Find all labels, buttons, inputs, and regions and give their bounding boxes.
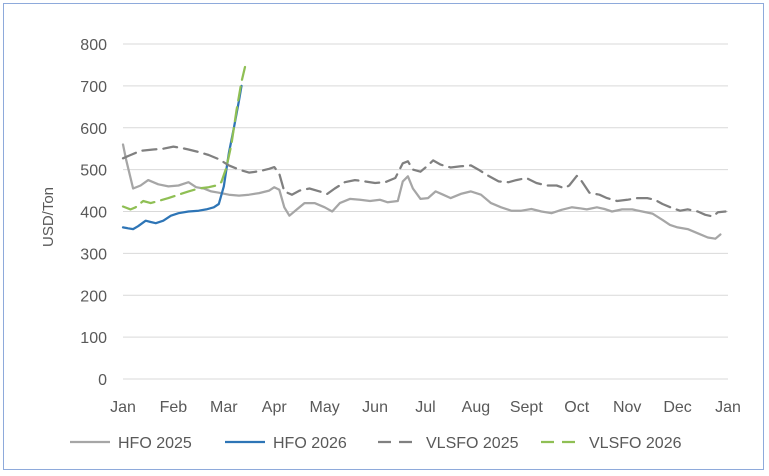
x-tick-label: Jun [362, 399, 388, 416]
x-tick-label: Jan [715, 399, 741, 416]
chart-frame: 0 100 200 300 400 500 600 700 800 Jan Feb Mar Apr Ma… [3, 3, 764, 470]
y-axis-ticks: 0 100 200 300 400 500 600 700 800 [80, 37, 107, 389]
x-tick-label: Nov [613, 399, 641, 416]
y-tick-label: 500 [80, 163, 107, 180]
x-tick-label: Dec [663, 399, 691, 416]
legend-label: VLSFO 2026 [589, 435, 682, 452]
x-axis-ticks: Jan Feb Mar Apr May Jun Jul Aug Sept Oct Nov Dec Jan [110, 399, 741, 416]
x-tick-label: Aug [462, 399, 490, 416]
y-tick-label: 100 [80, 330, 107, 347]
x-tick-label: Sept [510, 399, 543, 416]
legend-label: HFO 2026 [273, 435, 347, 452]
legend: HFO 2025 HFO 2026 VLSFO 2025 VLSFO 2026 [70, 435, 682, 452]
legend-label: HFO 2025 [118, 435, 192, 452]
y-tick-label: 200 [80, 288, 107, 305]
series-line-hfo-2026 [121, 84, 243, 231]
series-lines [121, 65, 727, 240]
x-tick-label: Jul [415, 399, 435, 416]
y-axis-title: USD/Ton [40, 187, 57, 247]
series-line-hfo-2025 [121, 143, 722, 240]
series-line-vlsfo-2025 [121, 145, 727, 218]
x-tick-label: Mar [210, 399, 238, 416]
gridlines [123, 43, 728, 380]
y-tick-label: 700 [80, 79, 107, 96]
x-tick-label: May [310, 399, 340, 416]
y-tick-label: 300 [80, 246, 107, 263]
y-tick-label: 600 [80, 121, 107, 138]
x-tick-label: Oct [564, 399, 589, 416]
legend-label: VLSFO 2025 [426, 435, 519, 452]
line-chart: 0 100 200 300 400 500 600 700 800 Jan Feb Mar Apr Ma… [40, 37, 741, 452]
y-tick-label: 800 [80, 37, 107, 54]
y-tick-label: 0 [98, 372, 107, 389]
x-tick-label: Jan [110, 399, 136, 416]
y-tick-label: 400 [80, 205, 107, 222]
x-tick-label: Apr [262, 399, 288, 416]
series-line-vlsfo-2026 [121, 65, 247, 211]
x-tick-label: Feb [160, 399, 188, 416]
